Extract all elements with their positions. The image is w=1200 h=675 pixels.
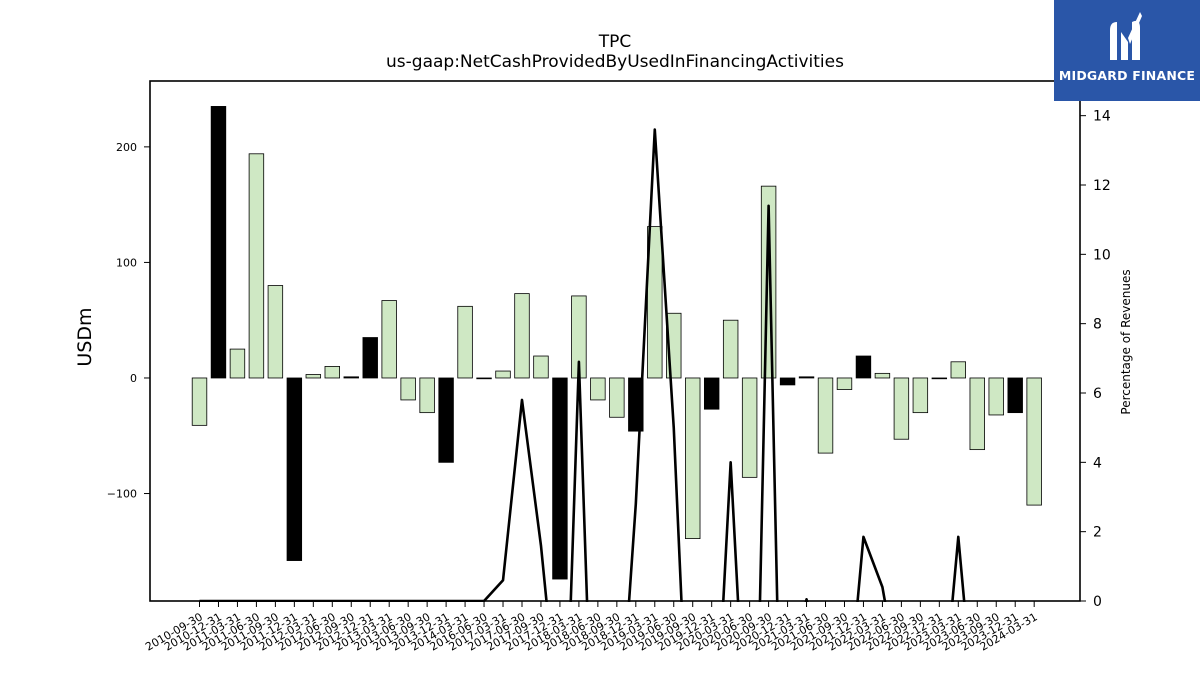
y2-tick-label: 12 — [1093, 178, 1111, 194]
y2-axis-label: Percentage of Revenues — [1119, 269, 1133, 414]
line-series — [719, 461, 742, 642]
bar — [741, 377, 758, 478]
y-tick-label: 100 — [116, 256, 137, 269]
bar — [229, 348, 246, 379]
y2-tick-label: 8 — [1093, 317, 1102, 333]
bar — [514, 293, 530, 379]
bar — [912, 377, 929, 414]
bar — [381, 300, 397, 379]
bar — [969, 377, 985, 451]
bar — [950, 361, 967, 379]
bar — [495, 370, 511, 379]
bar — [836, 377, 853, 390]
bar — [324, 366, 340, 379]
line-series — [625, 128, 685, 642]
y2-tick-label: 2 — [1093, 525, 1102, 541]
bar — [817, 377, 834, 454]
logo-text: MIDGARD FINANCE — [1058, 68, 1196, 83]
midgard-logo-icon — [1110, 12, 1142, 60]
y2-tick-label: 4 — [1093, 455, 1102, 471]
plot-area: −1000100200024681012142010-09-302010-12-… — [74, 80, 1133, 662]
bar — [609, 377, 625, 418]
bar — [533, 355, 549, 379]
bar — [685, 377, 701, 540]
brand-logo: MIDGARD FINANCE — [1054, 0, 1200, 101]
line-series — [568, 360, 590, 642]
bar — [305, 374, 322, 379]
bar — [988, 377, 1004, 416]
chart-subtitle: us-gaap:NetCashProvidedByUsedInFinancing… — [386, 52, 844, 72]
plot-frame — [149, 80, 1081, 602]
bar — [798, 376, 815, 379]
bar — [419, 377, 435, 414]
bar — [722, 319, 739, 379]
bar — [286, 377, 303, 561]
bar — [590, 377, 606, 401]
chart-title: TPC — [598, 32, 632, 52]
bottom-mask — [148, 602, 1082, 662]
y2-tick-label: 10 — [1093, 247, 1111, 263]
bar — [191, 377, 208, 426]
bar — [647, 226, 663, 379]
y2-tick-label: 14 — [1093, 109, 1111, 125]
bar — [874, 372, 891, 379]
y-tick-label: −100 — [107, 488, 137, 501]
bar — [893, 377, 910, 440]
bar — [931, 377, 948, 380]
line-series — [757, 204, 780, 642]
y-tick-label: 200 — [116, 141, 137, 154]
bar — [779, 377, 796, 386]
bar — [855, 355, 872, 379]
bar — [343, 376, 359, 379]
bar — [267, 285, 284, 379]
bar — [1007, 377, 1023, 414]
bar — [457, 305, 473, 379]
y2-tick-label: 0 — [1093, 594, 1102, 610]
bar — [210, 106, 227, 379]
bar — [703, 377, 720, 410]
y-tick-label: 0 — [130, 372, 137, 385]
y-axis-label: USDm — [74, 307, 96, 366]
bar — [248, 153, 265, 379]
bar — [400, 377, 416, 401]
y2-tick-label: 6 — [1093, 386, 1102, 402]
bar — [552, 377, 568, 580]
bar — [438, 377, 454, 463]
bar — [1026, 377, 1042, 506]
bar — [476, 377, 492, 380]
bar — [362, 337, 378, 379]
